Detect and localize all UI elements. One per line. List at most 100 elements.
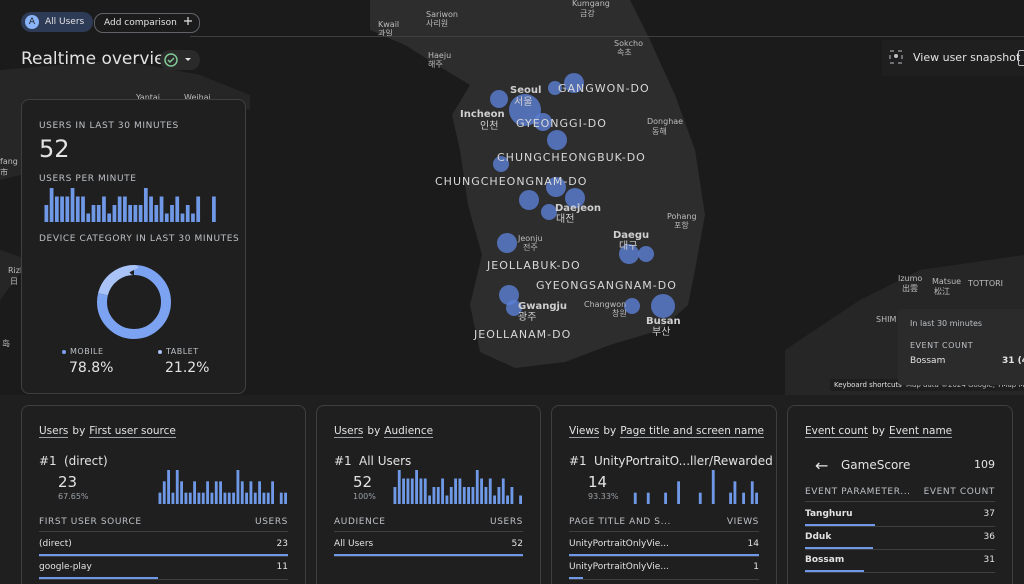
per-minute-label: USERS PER MINUTE	[39, 174, 137, 184]
bar	[112, 205, 117, 222]
bar	[214, 481, 218, 504]
top-bars	[393, 470, 522, 504]
users-count: 52	[39, 135, 70, 163]
bubble[interactable]	[497, 233, 517, 253]
column-header: EVENT COUNT	[923, 487, 995, 497]
row-value: 11	[276, 562, 288, 572]
bubble[interactable]	[547, 130, 567, 150]
map-label: 인천	[480, 120, 498, 132]
bar	[633, 492, 637, 504]
column-header: VIEWS	[726, 517, 759, 527]
bar	[497, 487, 501, 504]
bar	[445, 495, 449, 504]
bar	[406, 478, 410, 504]
bar	[279, 492, 283, 504]
bubble[interactable]	[546, 177, 566, 197]
map-label: 포항	[674, 221, 689, 230]
title-dimension[interactable]: First user source	[89, 425, 176, 438]
bubble[interactable]	[638, 246, 654, 262]
segment-name: All Users	[45, 17, 85, 27]
bubble[interactable]	[509, 94, 541, 126]
bubble[interactable]	[519, 190, 539, 210]
bubble[interactable]	[565, 188, 585, 208]
bar	[227, 492, 231, 504]
top-bars	[158, 470, 287, 504]
status-icon	[164, 53, 191, 67]
bar	[175, 196, 180, 222]
segment-chip[interactable]: A All Users	[21, 12, 94, 32]
title-text: by	[603, 425, 617, 437]
top-value: 14	[588, 473, 608, 491]
tooltip-name: Bossam	[910, 356, 946, 366]
title-dimension[interactable]: Page title and screen name	[620, 425, 765, 438]
bar	[441, 478, 444, 504]
back-arrow[interactable]: ←	[815, 456, 829, 475]
bar	[493, 495, 496, 504]
bar	[154, 205, 159, 222]
bar	[271, 481, 274, 504]
title-dimension[interactable]: Event count	[805, 425, 869, 438]
bar	[397, 470, 401, 504]
title-dimension[interactable]: Event name	[888, 425, 953, 438]
map-label: GANGWON-DO	[558, 82, 650, 95]
bubble[interactable]	[490, 90, 508, 108]
top-value: 23	[58, 473, 78, 491]
title-dimension[interactable]: Views	[569, 425, 600, 438]
bubble[interactable]	[619, 244, 639, 264]
add-comparison[interactable]: Add comparison	[94, 13, 200, 33]
bubble[interactable]	[493, 156, 509, 172]
bar	[159, 196, 164, 222]
bubble[interactable]	[564, 73, 584, 93]
bubble[interactable]	[548, 81, 562, 95]
bar	[123, 196, 127, 222]
status-menu[interactable]	[160, 50, 200, 70]
row-value: 14	[747, 539, 759, 549]
top-bars	[633, 470, 758, 504]
row-bar	[569, 577, 583, 579]
row-name: Tanghuru	[805, 509, 853, 519]
row-name: UnityPortraitOnlyVie...	[569, 539, 669, 549]
row-bar	[334, 554, 523, 556]
bar	[240, 481, 244, 504]
keyboard-shortcuts[interactable]: Keyboard shortcuts	[834, 381, 902, 389]
bar	[81, 196, 85, 222]
top-name: (direct)	[64, 454, 108, 468]
bubble[interactable]	[541, 204, 557, 220]
bar	[436, 487, 440, 504]
top-share: 100%	[353, 492, 376, 501]
top-share: 93.33%	[588, 492, 619, 501]
title-dimension[interactable]: Users	[334, 425, 364, 438]
legend-dot	[158, 350, 162, 354]
bar	[107, 213, 112, 222]
selected-name: GameScore	[841, 458, 911, 472]
bar	[223, 492, 227, 504]
bar	[236, 470, 240, 504]
bubble[interactable]	[534, 113, 552, 131]
title-dimension[interactable]: Users	[39, 425, 69, 438]
bar	[185, 205, 190, 222]
bar	[410, 478, 414, 504]
bubble[interactable]	[624, 298, 640, 314]
title-dimension[interactable]: Audience	[384, 425, 434, 438]
land-china	[0, 60, 250, 180]
bar	[698, 492, 702, 504]
report-card: Users by Audience #1 All Users 52 100% AUDIENCE…	[316, 405, 541, 584]
view-user-snapshot[interactable]: View user snapshot	[913, 51, 1021, 64]
bubble[interactable]	[651, 294, 675, 318]
map-label: Gwangju	[518, 301, 567, 312]
map-label: 동해	[652, 126, 667, 136]
users-label: USERS IN LAST 30 MINUTES	[39, 121, 179, 131]
legend-name: TABLET	[166, 347, 199, 356]
bar	[711, 470, 715, 504]
legend-value: 21.2%	[165, 360, 210, 376]
bar	[454, 478, 457, 504]
column-header: FIRST USER SOURCE	[39, 517, 142, 527]
bar	[419, 478, 423, 504]
map-labels: Kumgang 금강 Kwail 과일 Sariwon 사리원 Haeju 해주…	[0, 0, 1003, 348]
bar	[167, 470, 170, 504]
bar	[402, 478, 405, 504]
bubble[interactable]	[506, 300, 522, 316]
bar	[191, 213, 195, 222]
segment-avatar: A	[25, 15, 39, 29]
